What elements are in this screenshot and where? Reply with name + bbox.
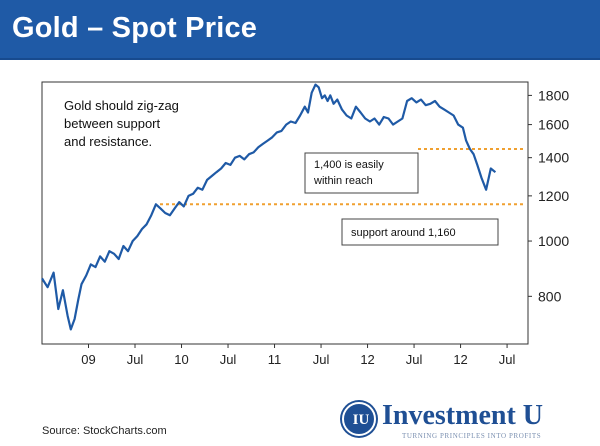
x-axis: 09 Jul 10 Jul 11 Jul 12 Jul 12 Jul [81, 344, 515, 367]
logo: IU Investment U TURNING PRINCIPLES INTO … [342, 400, 592, 442]
x-tick-label: 11 [268, 352, 282, 367]
y-axis: 800 1000 1200 1400 1600 1800 [528, 87, 569, 304]
x-tick-label: Jul [406, 352, 423, 367]
resistance-label-frame [304, 152, 419, 194]
x-tick-label: Jul [313, 352, 330, 367]
resistance-label-line-1: 1,400 is easily [314, 159, 384, 171]
x-tick-label: Jul [220, 352, 237, 367]
price-line [41, 83, 497, 331]
support-label-box: support around 1,160 [341, 218, 499, 246]
y-tick-label: 1400 [538, 150, 569, 166]
reference-lines [160, 147, 526, 206]
title-bar: Gold – Spot Price [0, 0, 600, 60]
support-label-frame [341, 218, 499, 246]
x-tick-label: 12 [360, 352, 374, 367]
x-tick-label: 12 [453, 352, 467, 367]
support-label-line-1: support around 1,160 [351, 227, 456, 239]
y-tick-label: 1000 [538, 233, 569, 249]
main-note: Gold should zig-zag between support and … [64, 98, 179, 149]
source-text: Source: StockCharts.com [42, 425, 167, 437]
chart-title: Gold – Spot Price [12, 12, 258, 44]
x-tick-label: Jul [499, 352, 516, 367]
main-note-line-2: between support [64, 116, 161, 131]
x-tick-label: 09 [81, 352, 95, 367]
x-tick-label: 10 [174, 352, 188, 367]
main-note-line-3: and resistance. [64, 134, 152, 149]
main-note-line-1: Gold should zig-zag [64, 98, 179, 113]
logo-emblem-text: IU [352, 412, 370, 428]
logo-emblem-icon: IU [342, 402, 376, 436]
resistance-label-box: 1,400 is easily within reach [304, 152, 419, 194]
y-tick-label: 1800 [538, 87, 569, 103]
x-tick-label: Jul [127, 352, 144, 367]
y-tick-label: 1200 [538, 188, 569, 204]
logo-tagline: TURNING PRINCIPLES INTO PROFITS [402, 432, 542, 440]
y-tick-label: 800 [538, 288, 562, 304]
chart-svg: 800 1000 1200 1400 1600 1800 09 Jul 10 Jul 11 Jul 1… [41, 81, 569, 367]
resistance-label-line-2: within reach [313, 175, 373, 187]
logo-name: Investment U [382, 400, 543, 431]
y-tick-label: 1600 [538, 117, 569, 133]
